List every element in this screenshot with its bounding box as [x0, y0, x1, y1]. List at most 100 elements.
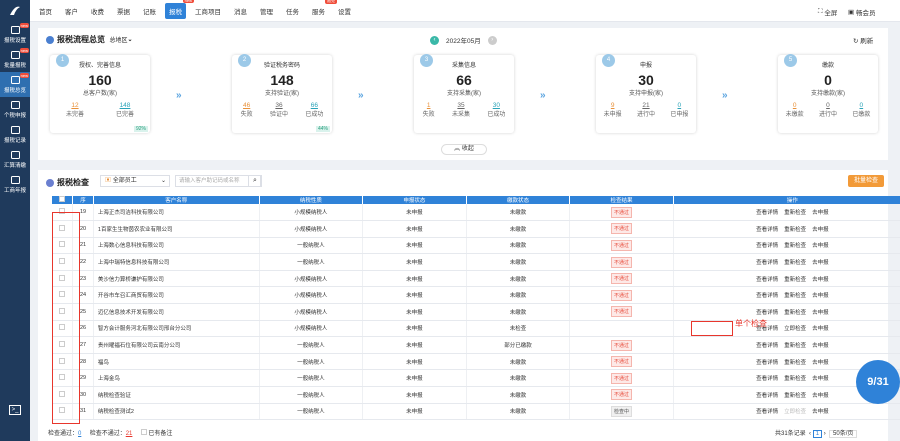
terminal-icon[interactable]: >_: [9, 405, 21, 415]
fullscreen-button[interactable]: ⛶ 全屏: [818, 8, 838, 17]
action-link[interactable]: 重新检查: [784, 376, 807, 383]
row-checkbox[interactable]: [59, 390, 66, 397]
action-link[interactable]: 去申报: [812, 326, 829, 333]
nav-item-11[interactable]: 设置: [334, 3, 355, 19]
action-link[interactable]: 查看详情: [756, 293, 779, 300]
action-link[interactable]: 重新检查: [784, 392, 807, 399]
action-link[interactable]: 查看详情: [756, 210, 779, 217]
action-link[interactable]: 去申报: [812, 343, 829, 350]
nav-item-8[interactable]: 管理: [256, 3, 277, 19]
nav-item-3[interactable]: 票据: [113, 3, 134, 19]
action-link[interactable]: 查看详情: [756, 326, 779, 333]
nav-item-7[interactable]: 消息: [230, 3, 251, 19]
action-link[interactable]: 重新检查: [784, 210, 807, 217]
action-link[interactable]: 查看详情: [756, 309, 779, 316]
action-link[interactable]: 查看详情: [756, 359, 779, 366]
stat-item[interactable]: 21 进行中: [637, 102, 655, 118]
stat-item[interactable]: 0 已申报: [670, 102, 688, 118]
stat-item[interactable]: 0 已缴款: [852, 102, 870, 118]
stat-item[interactable]: 0 进行中: [819, 102, 837, 118]
action-link[interactable]: 去申报: [812, 392, 829, 399]
row-checkbox[interactable]: [59, 407, 66, 414]
action-link[interactable]: 去申报: [812, 376, 829, 383]
action-link[interactable]: 重新检查: [784, 293, 807, 300]
checkbox-cell[interactable]: [52, 237, 74, 255]
staff-select[interactable]: ▣ 全部员工 ⌄: [100, 175, 170, 187]
flow-card-1[interactable]: 1 授权、完善信息 160 总客户数(家) 12 未完善 148 已完善 92%: [50, 54, 150, 133]
column-header[interactable]: [52, 196, 74, 204]
checkbox-cell[interactable]: [52, 253, 74, 271]
row-checkbox[interactable]: [59, 258, 66, 265]
action-link[interactable]: 查看详情: [756, 376, 779, 383]
column-header[interactable]: 申报状态: [362, 196, 467, 204]
action-link[interactable]: 重新检查: [784, 276, 807, 283]
search-input[interactable]: 请输入客户助记码或名称: [175, 175, 261, 187]
checkbox-cell[interactable]: [52, 303, 74, 321]
action-link[interactable]: 查看详情: [756, 276, 779, 283]
checkbox-cell[interactable]: [52, 403, 74, 421]
checkbox-cell[interactable]: [52, 320, 74, 338]
flow-card-2[interactable]: 2 验证税务密码 148 支持验证(家) 46 失败 36 验证中 66 已成功 44%: [232, 54, 332, 133]
action-link[interactable]: 重新检查: [784, 260, 807, 267]
next-month-button[interactable]: ›: [487, 35, 497, 45]
action-link[interactable]: 重新检查: [784, 343, 807, 350]
row-checkbox[interactable]: [59, 224, 66, 231]
nav-item-10[interactable]: 服务 限免: [308, 0, 337, 19]
progress-widget[interactable]: 9/31: [856, 360, 900, 404]
checkbox-cell[interactable]: [52, 220, 74, 238]
action-link[interactable]: 重新检查: [784, 226, 807, 233]
action-link[interactable]: 去申报: [812, 260, 829, 267]
action-link[interactable]: 查看详情: [756, 409, 779, 416]
column-header[interactable]: 检查结果: [569, 196, 674, 204]
action-link[interactable]: 去申报: [812, 226, 829, 233]
row-checkbox[interactable]: [59, 341, 66, 348]
action-link[interactable]: 立即检查: [784, 409, 807, 416]
page-button[interactable]: 1: [812, 430, 823, 438]
stat-item[interactable]: 148 已完善: [116, 102, 134, 118]
nav-item-0[interactable]: 首页: [35, 3, 56, 19]
row-checkbox[interactable]: [59, 374, 66, 381]
action-link[interactable]: 立即检查: [784, 326, 807, 333]
sidebar-item-1[interactable]: 批量报税 new: [0, 47, 30, 72]
sidebar-item-3[interactable]: 个税申报: [0, 97, 30, 122]
row-checkbox[interactable]: [59, 274, 66, 281]
action-link[interactable]: 去申报: [812, 293, 829, 300]
stat-item[interactable]: 1 失败: [423, 102, 435, 118]
refresh-button[interactable]: ↻ 刷新: [853, 38, 874, 45]
nav-item-2[interactable]: 收费: [87, 3, 108, 19]
batch-check-button[interactable]: 批量检查: [848, 175, 884, 187]
nav-item-6[interactable]: 工商项目: [191, 3, 225, 19]
select-all-checkbox[interactable]: [59, 196, 66, 202]
checkbox-cell[interactable]: [52, 270, 74, 288]
row-checkbox[interactable]: [59, 208, 66, 215]
stat-item[interactable]: 36 验证中: [270, 102, 288, 118]
column-header[interactable]: 操作: [673, 196, 900, 204]
action-link[interactable]: 查看详情: [756, 392, 779, 399]
flow-card-3[interactable]: 3 采集信息 66 支持采集(家) 1 失败 35 未采集 30 已成功: [414, 54, 514, 133]
region-select[interactable]: 总地区: [109, 38, 128, 44]
action-link[interactable]: 查看详情: [756, 343, 779, 350]
action-link[interactable]: 查看详情: [756, 243, 779, 250]
action-link[interactable]: 去申报: [812, 243, 829, 250]
action-link[interactable]: 查看详情: [756, 226, 779, 233]
sidebar-item-4[interactable]: 报税记录: [0, 122, 30, 147]
search-icon[interactable]: ⌕: [248, 175, 262, 187]
row-checkbox[interactable]: [59, 324, 66, 331]
checkbox-cell[interactable]: [52, 369, 74, 388]
checkbox-cell[interactable]: [52, 336, 74, 354]
action-link[interactable]: 去申报: [812, 359, 829, 366]
action-link[interactable]: 去申报: [812, 409, 829, 416]
flow-card-5[interactable]: 5 缴款 0 支持缴款(家) 0 未缴款 0 进行中 0 已缴款: [778, 54, 878, 133]
checkbox-cell[interactable]: [52, 286, 74, 305]
nav-item-9[interactable]: 任务: [282, 3, 303, 19]
stat-item[interactable]: 30 已成功: [487, 102, 505, 118]
checkbox-cell[interactable]: [52, 386, 74, 404]
per-page-select[interactable]: 50条/页: [829, 430, 858, 438]
stat-item[interactable]: 0 未缴款: [786, 102, 804, 118]
member-button[interactable]: ▣ 畅会员: [848, 9, 876, 17]
column-header[interactable]: 缴款状态: [466, 196, 571, 204]
sidebar-item-5[interactable]: 汇算清缴: [0, 147, 30, 172]
prev-month-button[interactable]: ‹: [430, 35, 439, 45]
action-link[interactable]: 重新检查: [784, 359, 807, 366]
action-link[interactable]: 查看详情: [756, 260, 779, 267]
